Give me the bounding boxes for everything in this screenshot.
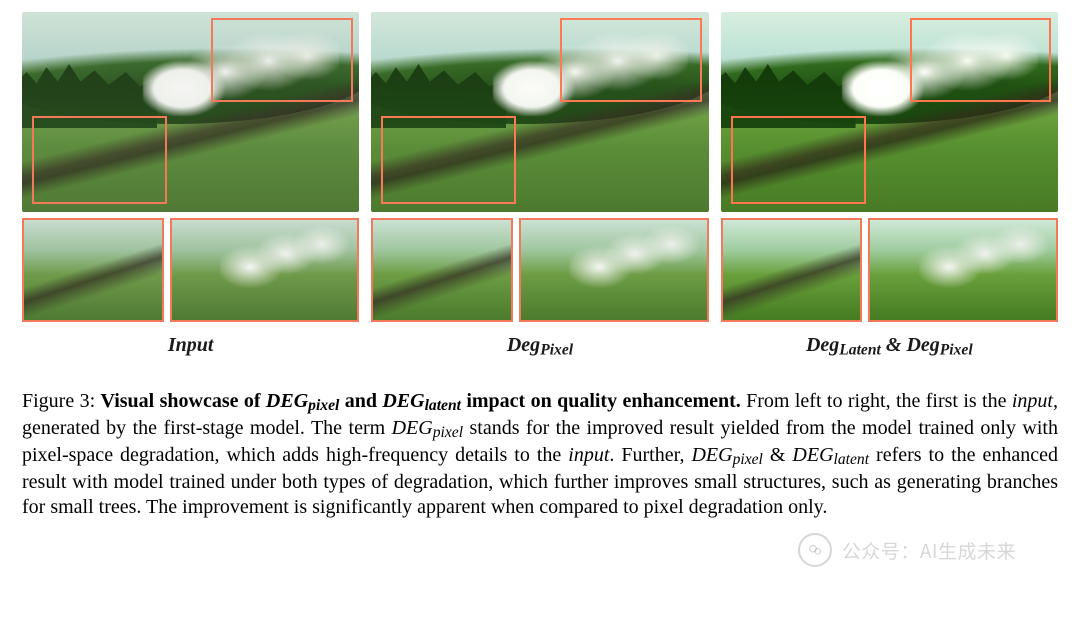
figure-panels-row [22, 12, 1058, 322]
wechat-icon [798, 533, 832, 567]
crop-right [170, 218, 360, 322]
panel-input [22, 12, 359, 322]
panel-deg-latent-pixel-main-image [721, 12, 1058, 212]
highlight-box-topright [910, 18, 1052, 102]
highlight-box-topright [211, 18, 353, 102]
panel-labels-row: Input DegPixel DegLatent & DegPixel [22, 334, 1058, 359]
panel-deg-latent-pixel-crops [721, 218, 1058, 322]
panel-label-deg-latent-pixel: DegLatent & DegPixel [721, 334, 1058, 359]
highlight-box-topright [560, 18, 702, 102]
highlight-box-bottomleft [32, 116, 167, 204]
figure-page: Input DegPixel DegLatent & DegPixel Figu… [0, 0, 1080, 557]
panel-input-crops [22, 218, 359, 322]
crop-left [371, 218, 513, 322]
scene-smoke [220, 222, 357, 288]
caption-prefix: Figure 3: [22, 390, 101, 412]
panel-deg-pixel-main-image [371, 12, 708, 212]
watermark-text: 公众号：AI生成未来 [842, 537, 1016, 564]
panel-deg-pixel [371, 12, 708, 322]
crop-right [868, 218, 1058, 322]
panel-input-main-image [22, 12, 359, 212]
scene-smoke [569, 222, 706, 288]
caption-title: Visual showcase of DEGpixel and DEGlaten… [101, 390, 741, 412]
crop-right [519, 218, 709, 322]
crop-left [721, 218, 863, 322]
highlight-box-bottomleft [731, 116, 866, 204]
panel-deg-pixel-crops [371, 218, 708, 322]
scene-smoke [919, 222, 1056, 288]
panel-label-input: Input [22, 334, 359, 359]
panel-label-deg-pixel: DegPixel [371, 334, 708, 359]
crop-left [22, 218, 164, 322]
panel-deg-latent-pixel [721, 12, 1058, 322]
highlight-box-bottomleft [381, 116, 516, 204]
watermark: 公众号：AI生成未来 [798, 533, 1016, 567]
figure-caption: Figure 3: Visual showcase of DEGpixel an… [22, 389, 1058, 520]
